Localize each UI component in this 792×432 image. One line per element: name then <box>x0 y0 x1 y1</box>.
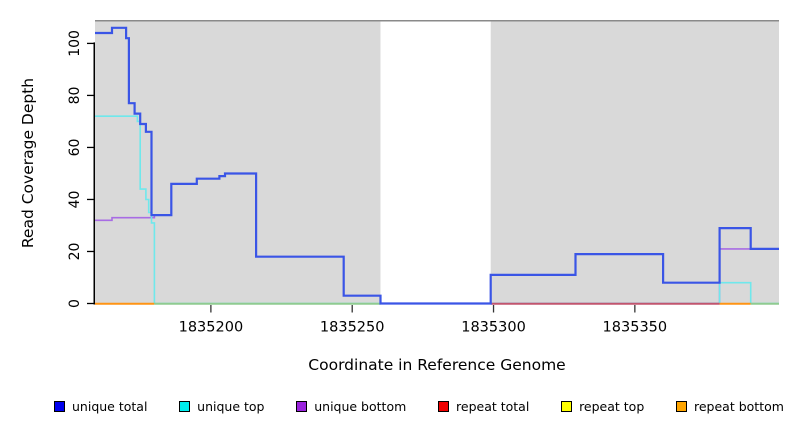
legend-item-repeat-bottom: repeat bottom <box>676 399 784 414</box>
legend-label: repeat bottom <box>694 399 784 414</box>
x-tick-label: 1835350 <box>603 320 668 336</box>
x-tick-label: 1835300 <box>461 320 526 336</box>
legend: unique total unique top unique bottom repea… <box>54 399 784 414</box>
legend-item-unique-total: unique total <box>54 399 147 414</box>
legend-label: repeat top <box>579 399 645 414</box>
legend-swatch <box>296 401 308 412</box>
y-axis-title: Read Coverage Depth <box>19 77 37 249</box>
y-tick-label: 60 <box>67 139 83 157</box>
legend-item-repeat-top: repeat top <box>561 399 644 414</box>
legend-swatch <box>676 401 687 412</box>
legend-label: unique total <box>72 399 148 414</box>
legend-swatch <box>561 401 573 412</box>
legend-label: unique top <box>197 399 265 414</box>
y-tick-label: 40 <box>67 191 83 209</box>
legend-label: unique bottom <box>314 399 407 414</box>
y-tick-label: 20 <box>67 243 83 261</box>
legend-swatch <box>179 401 191 412</box>
legend-item-unique-top: unique top <box>179 399 264 414</box>
legend-item-unique-bottom: unique bottom <box>296 399 406 414</box>
y-tick-label: 0 <box>67 299 83 308</box>
legend-label: repeat total <box>456 399 530 414</box>
legend-swatch <box>54 401 65 412</box>
masked-region <box>380 21 491 306</box>
y-tick-label: 80 <box>67 87 83 105</box>
x-tick-label: 1835200 <box>179 320 244 336</box>
x-tick-label: 1835250 <box>320 320 385 336</box>
x-axis-title: Coordinate in Reference Genome <box>308 356 566 374</box>
legend-swatch <box>438 401 450 412</box>
legend-item-repeat-total: repeat total <box>438 399 529 414</box>
y-tick-label: 100 <box>67 30 83 57</box>
series-line-unique-total <box>95 26 779 305</box>
